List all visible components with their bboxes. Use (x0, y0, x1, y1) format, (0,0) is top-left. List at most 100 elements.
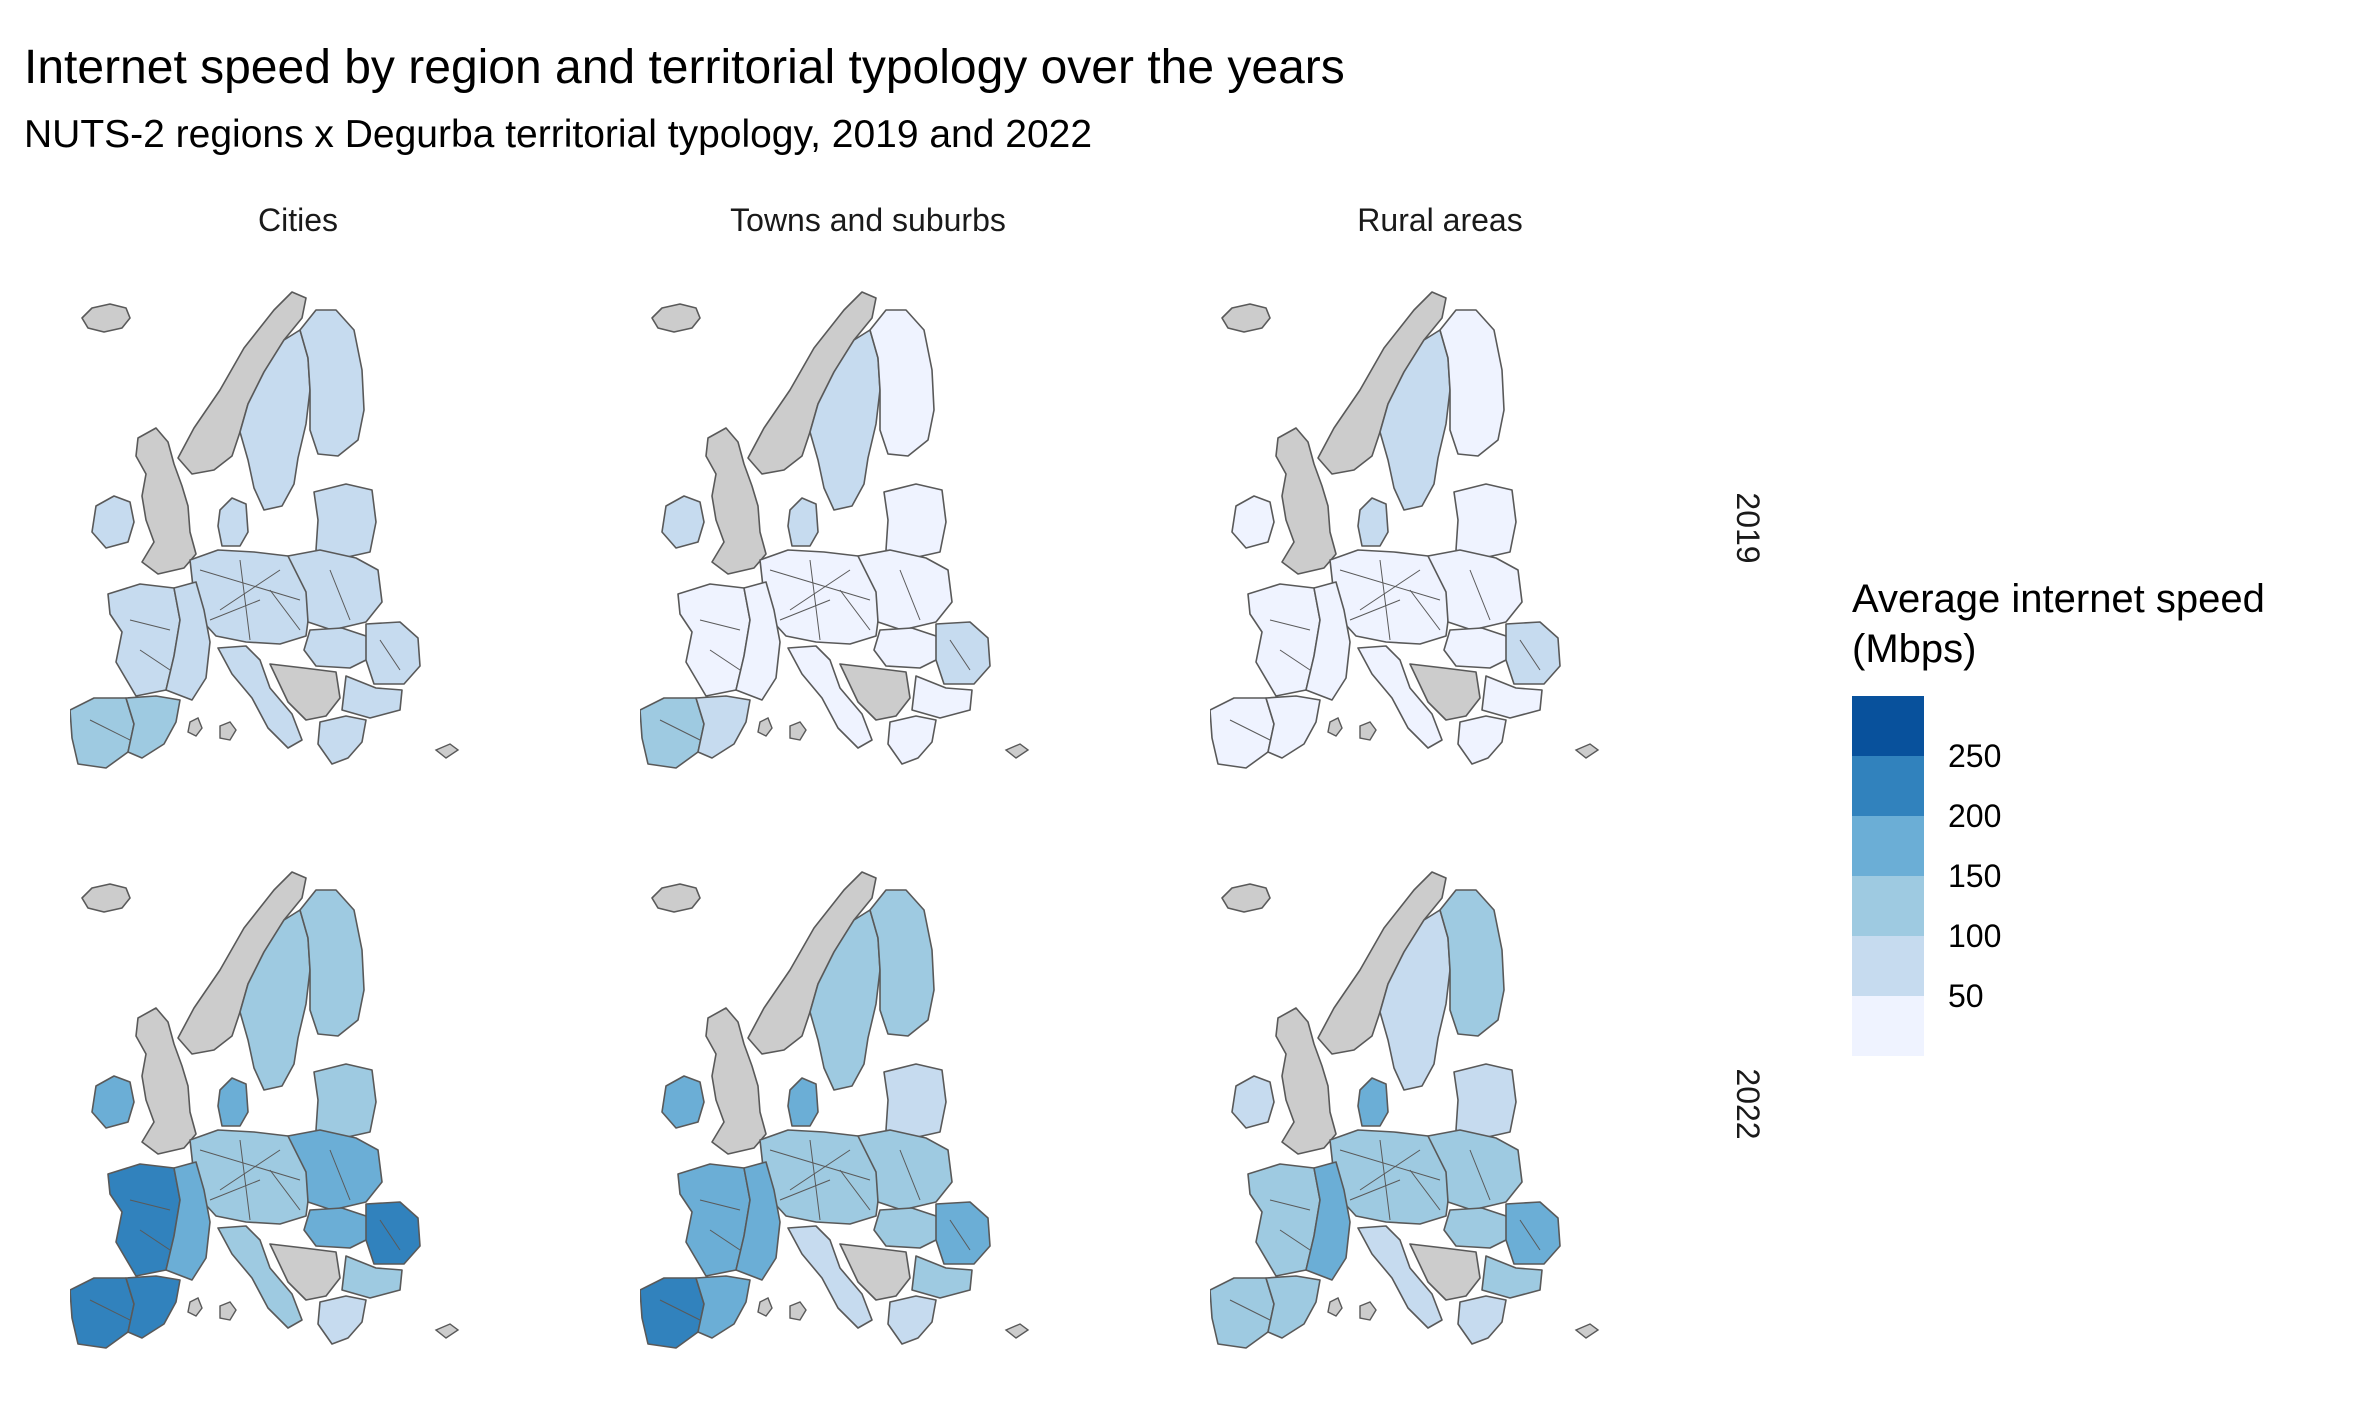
region-ireland (1231, 495, 1275, 549)
region-border-line (199, 1149, 301, 1181)
region-iberia-east (695, 1275, 751, 1339)
island-region (1574, 743, 1600, 759)
region-iberia-west (1210, 697, 1275, 769)
region-border-line (1469, 569, 1491, 621)
region-romania (365, 621, 421, 685)
choropleth-map (70, 291, 460, 769)
island-region (1359, 721, 1377, 741)
region-bulgaria (911, 1255, 973, 1299)
island-region (1004, 743, 1030, 759)
island-region (757, 717, 773, 737)
island-region (187, 1297, 203, 1317)
region-hungary (303, 1207, 371, 1249)
region-bulgaria (341, 675, 403, 719)
region-sweden (809, 329, 881, 511)
region-border-line (129, 619, 171, 631)
region-border-line (1519, 1219, 1541, 1251)
region-balkans (269, 1243, 341, 1301)
region-border-line (769, 1149, 871, 1181)
region-border-line (209, 599, 261, 621)
region-denmark (217, 497, 249, 547)
legend-tick-250: 250 (1948, 738, 2002, 774)
region-iceland (651, 883, 701, 913)
region-border-line (709, 649, 741, 671)
region-italy (1357, 645, 1443, 749)
region-balkans (1409, 1243, 1481, 1301)
region-sweden (809, 909, 881, 1091)
region-ireland (1231, 1075, 1275, 1129)
region-sweden (1379, 909, 1451, 1091)
region-border-lines (659, 559, 971, 741)
map-panel-cities-2022 (70, 850, 550, 1350)
region-italy (787, 645, 873, 749)
island-region (1574, 1323, 1600, 1339)
map-panel-cities-2019 (70, 270, 550, 770)
region-sweden (239, 909, 311, 1091)
region-border-line (839, 1169, 871, 1211)
region-france-east (1305, 1161, 1351, 1281)
region-iceland (81, 303, 131, 333)
region-iberia-east (125, 1275, 181, 1339)
region-iberia-east (125, 695, 181, 759)
region-ireland (661, 495, 705, 549)
region-border-line (239, 559, 251, 641)
island-region (219, 721, 237, 741)
region-norway (747, 871, 877, 1055)
region-baltics (313, 483, 377, 561)
region-border-line (1349, 599, 1401, 621)
region-border-lines (89, 1139, 401, 1321)
region-baltics (1453, 1063, 1517, 1141)
region-border-line (1379, 1139, 1391, 1221)
region-hungary (1443, 627, 1511, 669)
region-border-line (1519, 639, 1541, 671)
region-ireland (91, 495, 135, 549)
legend-title-line1: Average internet speed (1852, 577, 2265, 621)
region-norway (177, 871, 307, 1055)
region-finland (1439, 889, 1505, 1037)
region-border-line (699, 1199, 741, 1211)
region-norway (747, 291, 877, 475)
region-greece (1457, 1295, 1507, 1345)
region-uk (1275, 427, 1337, 575)
legend-colorbar: 250 200 150 100 50 (1852, 696, 2265, 1056)
region-border-line (1349, 1179, 1401, 1201)
region-border-line (1359, 569, 1421, 611)
region-border-line (329, 569, 351, 621)
island-region (1327, 717, 1343, 737)
region-border-line (809, 1139, 821, 1221)
region-border-line (659, 719, 701, 741)
region-bulgaria (1481, 1255, 1543, 1299)
region-greece (887, 1295, 937, 1345)
region-uk (705, 1007, 767, 1155)
legend-swatch-class-3 (1852, 816, 1924, 876)
region-border-line (139, 1229, 171, 1251)
region-sweden (1379, 329, 1451, 511)
legend-tick-150: 150 (1948, 858, 2002, 894)
region-iberia-east (1265, 695, 1321, 759)
region-iceland (81, 883, 131, 913)
region-border-line (769, 569, 871, 601)
choropleth-map (70, 871, 460, 1349)
region-norway (177, 291, 307, 475)
region-iceland (651, 303, 701, 333)
region-hungary (873, 1207, 941, 1249)
region-ireland (91, 1075, 135, 1129)
legend: Average internet speed (Mbps) 250 200 15… (1852, 574, 2265, 1056)
region-bulgaria (1481, 675, 1543, 719)
region-romania (365, 1201, 421, 1265)
region-greece (317, 715, 367, 765)
legend-title-line2: (Mbps) (1852, 627, 1977, 671)
region-balkans (269, 663, 341, 721)
region-border-line (1229, 1299, 1271, 1321)
region-border-line (1469, 1149, 1491, 1201)
region-border-line (269, 589, 301, 631)
legend-tick-100: 100 (1948, 918, 2002, 954)
region-finland (869, 889, 935, 1037)
region-iberia-west (640, 697, 705, 769)
region-border-line (89, 1299, 131, 1321)
region-poland (857, 549, 953, 631)
region-italy (217, 645, 303, 749)
choropleth-map (1210, 871, 1600, 1349)
region-border-line (239, 1139, 251, 1221)
island-region (789, 1301, 807, 1321)
